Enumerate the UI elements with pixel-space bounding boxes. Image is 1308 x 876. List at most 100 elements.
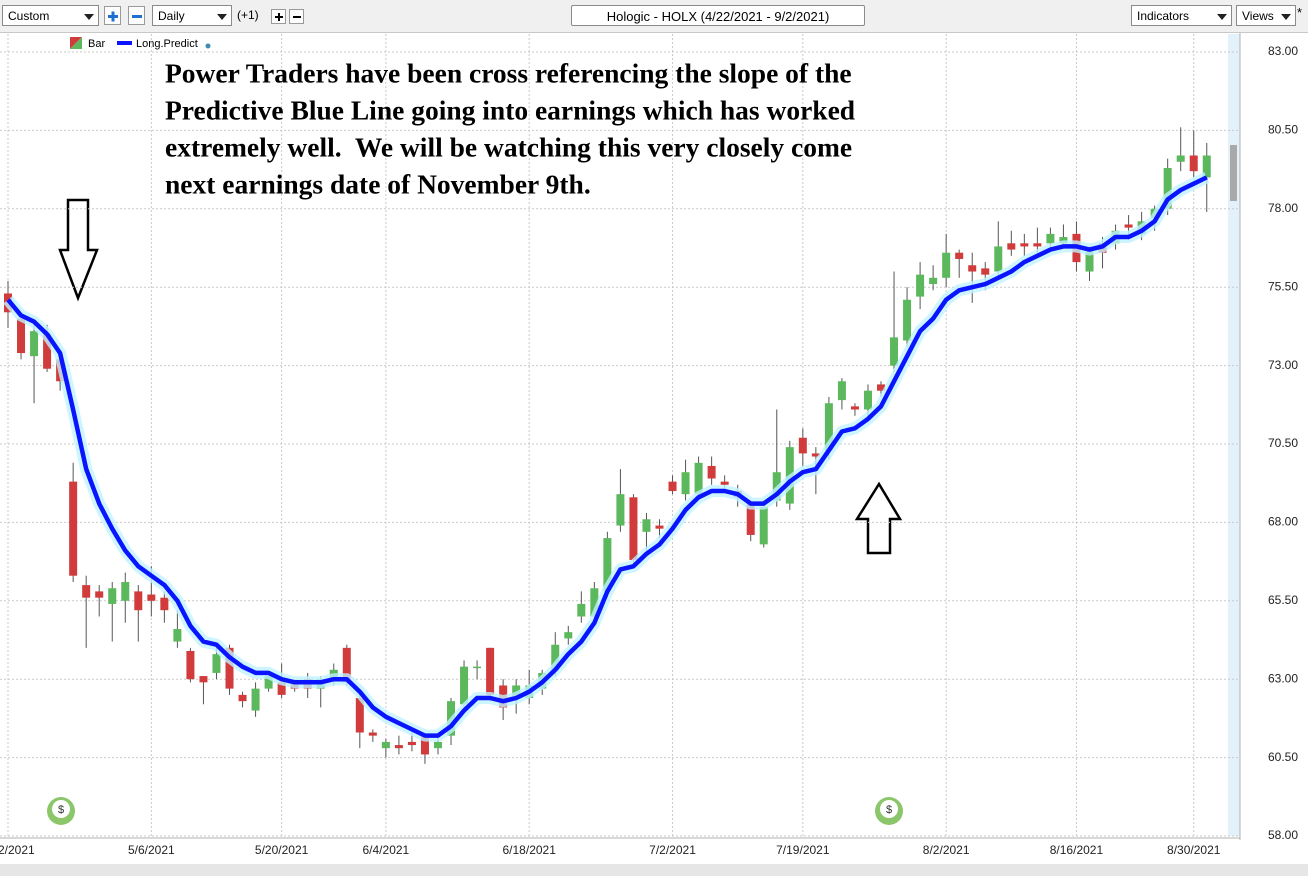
- candle-body: [121, 581, 130, 601]
- marker-label: $: [886, 804, 892, 816]
- x-tick-label: 6/18/2021: [503, 843, 557, 857]
- candle-body: [368, 732, 377, 736]
- indicators-menu[interactable]: Indicators: [1131, 5, 1232, 26]
- chart-title: Hologic - HOLX (4/22/2021 - 9/2/2021): [571, 5, 865, 26]
- y-tick-label: 68.00: [1268, 515, 1298, 529]
- annotation-line: next earnings date of November 9th.: [165, 168, 591, 199]
- candle-body: [981, 268, 990, 275]
- y-tick-label: 75.50: [1268, 279, 1298, 293]
- candle-body: [473, 666, 482, 669]
- candle-body: [1202, 155, 1211, 178]
- annotation-line: Power Traders have been cross referencin…: [165, 57, 852, 88]
- candle-body: [707, 465, 716, 479]
- candle-body: [238, 694, 247, 702]
- candle-body: [1033, 243, 1042, 247]
- x-tick-label: 7/19/2021: [776, 843, 830, 857]
- candle-body: [394, 745, 403, 749]
- legend-dot: [205, 43, 211, 49]
- caret: [1217, 14, 1227, 20]
- candle-body: [616, 494, 625, 526]
- candle-body: [1176, 155, 1185, 162]
- candle-body: [890, 337, 899, 366]
- candle-body: [1020, 243, 1029, 247]
- candle-body: [694, 462, 703, 495]
- earnings-marker[interactable]: $: [47, 797, 75, 825]
- x-tick-label: 8/16/2021: [1050, 843, 1104, 857]
- plus-icon: [108, 11, 118, 22]
- plot: [3, 127, 1211, 764]
- candle-body: [798, 437, 807, 454]
- interval-select[interactable]: Daily: [152, 5, 232, 26]
- zoom-out-button[interactable]: [128, 6, 145, 25]
- scrollbar[interactable]: [0, 864, 1308, 876]
- views-label: Views: [1242, 9, 1274, 23]
- views-menu[interactable]: Views: [1236, 5, 1296, 26]
- candle-body: [212, 654, 221, 673]
- y-tick-label: 80.50: [1268, 123, 1298, 137]
- x-tick-label: 8/2/2021: [923, 843, 970, 857]
- candle-body: [603, 538, 612, 592]
- candle-body: [942, 252, 951, 278]
- candle-body: [251, 688, 260, 711]
- candle-body: [264, 676, 273, 689]
- candle-body: [186, 650, 195, 680]
- y-tick-label: 78.00: [1268, 201, 1298, 215]
- marker-face: [52, 800, 70, 818]
- candle-body: [433, 741, 442, 749]
- x-tick-label: 8/30/2021: [1167, 843, 1221, 857]
- y-tick-label: 58.00: [1268, 828, 1298, 842]
- scroll-thumb[interactable]: [1230, 145, 1237, 201]
- candle-body: [407, 741, 416, 746]
- earnings-marker[interactable]: $: [875, 797, 903, 825]
- offset-label: (+1): [237, 8, 259, 22]
- candle-body: [225, 647, 234, 689]
- candle-body: [955, 252, 964, 259]
- zoom-in-button[interactable]: [104, 6, 121, 25]
- candle-body: [903, 299, 912, 341]
- candle-body: [30, 331, 39, 357]
- candle-body: [69, 481, 78, 576]
- marker-face: [880, 800, 898, 818]
- candle-body: [877, 384, 886, 391]
- period-select[interactable]: Custom: [2, 5, 99, 26]
- candle-body: [629, 497, 638, 561]
- candle-body: [1046, 233, 1055, 244]
- offset-plus-button[interactable]: [271, 9, 286, 24]
- y-tick-label: 63.00: [1268, 671, 1298, 685]
- period-label: Custom: [8, 9, 50, 23]
- candle-body: [668, 481, 677, 492]
- candle-body: [564, 632, 573, 639]
- annotation-line: Predictive Blue Line going into earnings…: [165, 94, 855, 125]
- candle-body: [916, 274, 925, 297]
- right-margin-band: [1228, 34, 1240, 836]
- candle-body: [994, 246, 1003, 272]
- candle-body: [173, 629, 182, 642]
- y-tick-label: 70.50: [1268, 436, 1298, 450]
- candle-body: [108, 588, 117, 604]
- caret: [217, 14, 227, 20]
- indicators-label: Indicators: [1137, 9, 1190, 23]
- candle-body: [850, 406, 859, 410]
- x-tick-label: 4/22/2021: [0, 843, 35, 857]
- offset-minus-button[interactable]: [289, 9, 304, 24]
- candle-body: [160, 597, 169, 611]
- candle-body: [655, 525, 664, 529]
- up-arrow: [854, 481, 903, 555]
- candle-body: [147, 594, 156, 601]
- candle-body: [863, 390, 872, 410]
- candle-body: [681, 472, 690, 495]
- pin-label[interactable]: *: [1297, 5, 1303, 20]
- y-tick-label: 60.50: [1268, 750, 1298, 764]
- candle-body: [460, 666, 469, 705]
- y-tick-label: 73.00: [1268, 358, 1298, 372]
- toolbar: Custom Daily (+1) Hologic - HOLX (4/22/2…: [0, 0, 1308, 33]
- down-arrow: [58, 198, 99, 302]
- x-tick-label: 5/20/2021: [255, 843, 309, 857]
- candle-body: [590, 588, 599, 617]
- candle-body: [420, 735, 429, 755]
- x-tick-label: 7/2/2021: [649, 843, 696, 857]
- candle-body: [1124, 224, 1133, 228]
- candle-body: [577, 603, 586, 617]
